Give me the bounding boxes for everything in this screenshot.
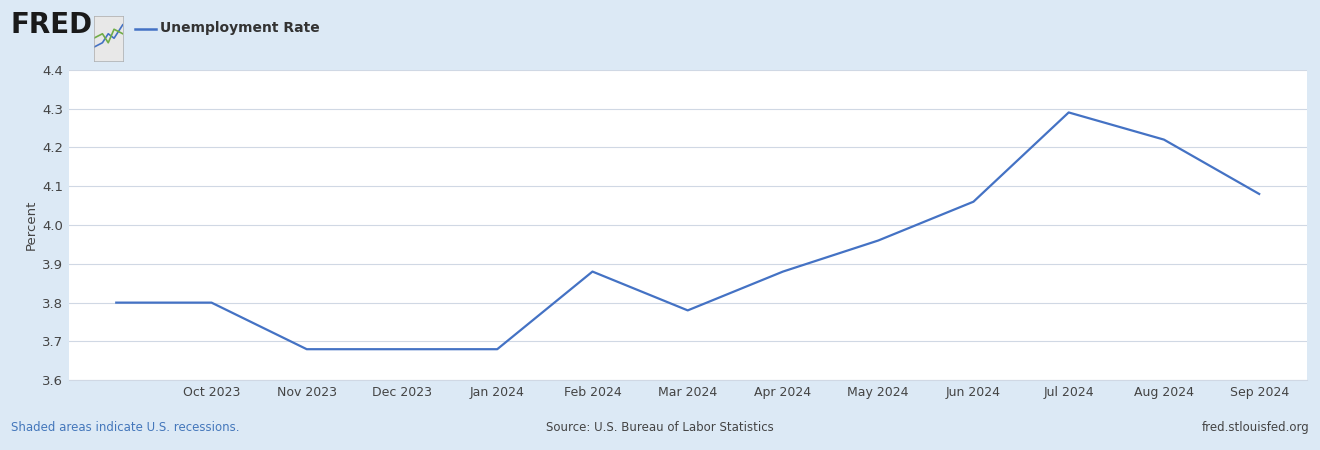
Text: Source: U.S. Bureau of Labor Statistics: Source: U.S. Bureau of Labor Statistics <box>546 421 774 434</box>
Y-axis label: Percent: Percent <box>25 200 38 250</box>
Text: Shaded areas indicate U.S. recessions.: Shaded areas indicate U.S. recessions. <box>11 421 239 434</box>
Text: Unemployment Rate: Unemployment Rate <box>160 21 319 36</box>
Text: FRED: FRED <box>11 11 92 39</box>
Text: ·: · <box>86 11 92 30</box>
Text: fred.stlouisfed.org: fred.stlouisfed.org <box>1201 421 1309 434</box>
